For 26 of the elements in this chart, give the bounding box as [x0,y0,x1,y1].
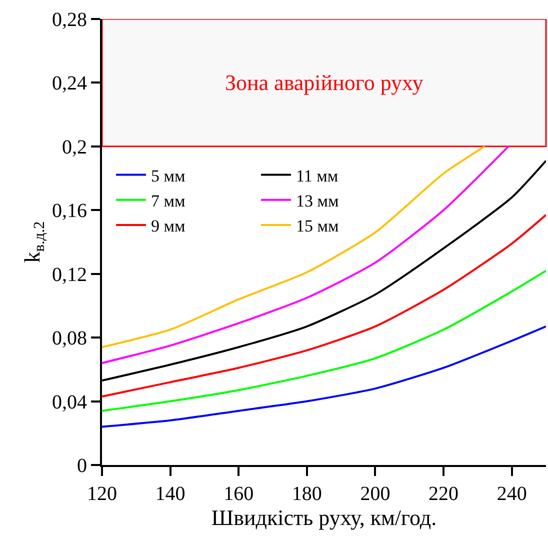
y-tick-label: 0,16 [52,200,87,222]
y-tick-label: 0,28 [52,9,87,31]
y-tick-label: 0 [77,455,87,477]
band-label: Зона аварійного руху [225,70,424,95]
x-tick-label: 240 [496,483,527,505]
legend-label: 9 мм [151,216,186,236]
line-series [102,270,546,412]
y-tick-label: 0,2 [62,136,87,158]
x-tick-label: 140 [155,483,186,505]
y-tick-label: 0,12 [52,264,87,286]
line-series [102,325,546,428]
x-tick-label: 120 [87,483,117,505]
legend-label: 7 мм [151,192,186,211]
y-tick-label: 0,24 [52,72,87,95]
line-series [102,214,546,398]
legend-label: 13 мм [296,192,340,211]
legend-label: 5 мм [151,166,186,186]
x-tick-label: 200 [360,483,390,505]
x-tick-label: 180 [292,483,322,505]
x-tick-label: 220 [428,483,459,505]
x-tick-label: 160 [224,483,254,505]
y-tick-label: 0,04 [52,391,87,414]
legend-label: 15 мм [296,216,340,236]
y-tick-label: 0,08 [52,328,87,350]
legend-label: 11 мм [296,166,338,186]
x-axis-title: Швидкість руху, км/год. [211,505,437,530]
